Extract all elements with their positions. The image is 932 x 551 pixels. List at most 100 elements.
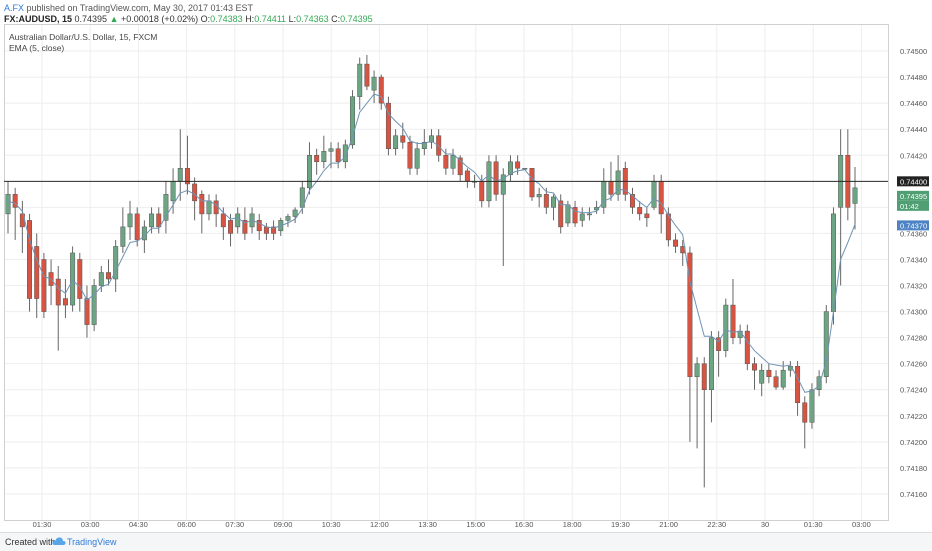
candle-body xyxy=(292,209,298,217)
candle-body xyxy=(70,252,76,306)
candle-body xyxy=(113,246,119,280)
candle-body xyxy=(84,298,90,325)
y-tick-label: 0.74160 xyxy=(900,490,927,499)
x-tick-label: 01:30 xyxy=(33,520,52,529)
candle-body xyxy=(156,213,162,228)
x-tick-label: 30 xyxy=(761,520,769,529)
high-value: 0.74411 xyxy=(254,14,287,24)
plot-frame xyxy=(4,24,889,521)
candle-body xyxy=(852,187,858,204)
candle-body xyxy=(701,363,707,390)
candle-body xyxy=(414,148,420,169)
candle-body xyxy=(27,220,33,299)
candle-body xyxy=(658,181,664,215)
candle-body xyxy=(55,278,61,306)
x-tick-label: 22:30 xyxy=(707,520,726,529)
candle-body xyxy=(314,155,320,163)
x-tick-label: 12:00 xyxy=(370,520,389,529)
candle-body xyxy=(515,161,521,169)
candle-body xyxy=(816,376,822,390)
candle-body xyxy=(457,157,463,176)
candle-body xyxy=(723,304,729,351)
candle-body xyxy=(77,259,83,299)
x-tick-label: 07:30 xyxy=(225,520,244,529)
candle-body xyxy=(464,170,470,182)
candle-body xyxy=(335,148,341,163)
x-tick-label: 04:30 xyxy=(129,520,148,529)
y-tick-label: 0.74360 xyxy=(900,229,927,238)
candle-body xyxy=(543,194,549,208)
candle-body xyxy=(579,213,585,221)
y-tick-label: 0.74440 xyxy=(900,125,927,134)
y-tick-label: 0.74220 xyxy=(900,412,927,421)
tradingview-cloud-icon xyxy=(52,537,66,545)
candle-body xyxy=(120,226,126,247)
candle-body xyxy=(106,272,111,280)
candle-body xyxy=(536,194,542,198)
hline-price-tag-bg xyxy=(897,176,929,187)
candle-body xyxy=(199,194,205,215)
candle-body xyxy=(429,135,434,143)
candle-body xyxy=(163,194,169,221)
candle-body xyxy=(795,366,801,404)
candle-body xyxy=(759,369,765,384)
candle-body xyxy=(350,96,356,146)
time-axis[interactable]: 01:30 03:00 04:30 06:00 07:30 09:00 10:30 12:00… xyxy=(33,520,871,529)
countdown-tag: 01:42 xyxy=(900,202,919,211)
y-tick-label: 0.74420 xyxy=(900,151,927,160)
candle-body xyxy=(744,330,750,364)
open-label: O: xyxy=(200,14,211,24)
candle-body xyxy=(192,183,198,202)
grid-lines xyxy=(4,25,888,520)
open-value: 0.74383 xyxy=(210,14,243,24)
author-link[interactable]: A.FX xyxy=(4,3,25,13)
x-tick-label: 03:00 xyxy=(81,520,100,529)
candle-body xyxy=(34,246,40,299)
change-arrow-icon: ▲ xyxy=(109,14,119,24)
last-price-tag: 0.74395 xyxy=(900,192,927,201)
candle-body xyxy=(285,216,291,221)
y-tick-label: 0.74460 xyxy=(900,99,927,108)
publication-line: A.FX published on TradingView.com, May 3… xyxy=(4,3,253,13)
candle-body xyxy=(450,155,456,169)
candle-body xyxy=(263,226,269,234)
last-price-tag-bg xyxy=(897,190,929,201)
created-with-label: Created with xyxy=(5,537,56,547)
hline-price-tag: 0.74400 xyxy=(900,177,927,186)
candlestick-chart[interactable]: 0.74500 0.74480 0.74460 0.74440 0.74420 0.744… xyxy=(0,0,932,532)
published-text: published on TradingView.com, May 30, 20… xyxy=(24,3,253,13)
y-tick-label: 0.74500 xyxy=(900,47,927,56)
candle-body xyxy=(615,170,621,195)
chart-legend: Australian Dollar/U.S. Dollar, 15, FXCM … xyxy=(9,32,157,54)
legend-ema: EMA (5, close) xyxy=(9,43,65,53)
candle-body xyxy=(493,161,499,195)
y-tick-label: 0.74180 xyxy=(900,464,927,473)
candle-body xyxy=(149,213,155,228)
candle-body xyxy=(371,76,377,91)
candle-body xyxy=(479,181,485,202)
x-tick-label: 10:30 xyxy=(322,520,341,529)
candle-body xyxy=(586,213,592,216)
x-tick-label: 13:30 xyxy=(418,520,437,529)
candle-body xyxy=(184,168,190,185)
candle-body xyxy=(737,330,743,338)
candle-body xyxy=(529,168,535,198)
candle-body xyxy=(802,402,808,423)
price-axis[interactable]: 0.74500 0.74480 0.74460 0.74440 0.74420 0.744… xyxy=(900,47,927,499)
tradingview-link[interactable]: TradingView xyxy=(67,537,117,547)
countdown-tag-bg xyxy=(897,200,929,211)
x-tick-label: 21:00 xyxy=(659,520,678,529)
candle-body xyxy=(220,213,226,228)
candle-body xyxy=(407,141,413,169)
candle-body xyxy=(357,63,363,97)
candle-body xyxy=(421,141,427,150)
y-tick-label: 0.74240 xyxy=(900,386,927,395)
y-tick-label: 0.74300 xyxy=(900,308,927,317)
candle-body xyxy=(443,155,449,169)
candle-body xyxy=(328,148,334,152)
candle-body xyxy=(572,207,578,224)
low-label: L: xyxy=(288,14,297,24)
x-tick-label: 18:00 xyxy=(563,520,582,529)
candle-body xyxy=(773,376,779,388)
candle-body xyxy=(385,102,391,150)
